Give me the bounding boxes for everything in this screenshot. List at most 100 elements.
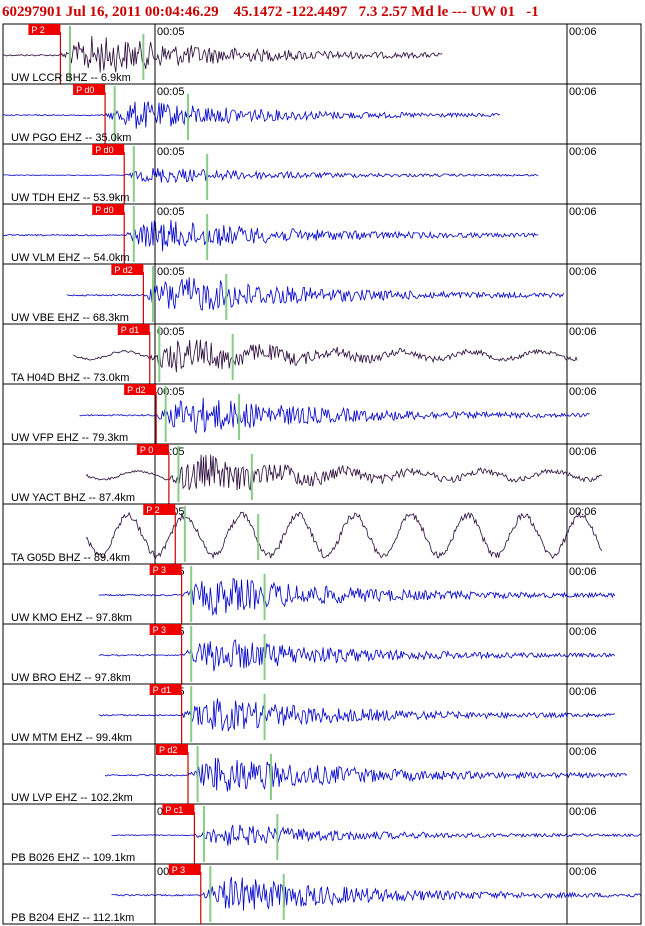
trace-panel: 00:05 00:06 P d0 UW TDH EHZ -- 53.9km [2, 143, 642, 205]
time-tick-label: 00:06 [569, 626, 597, 638]
pick-box [143, 504, 176, 515]
time-tick-label: 00:06 [569, 806, 597, 818]
pick-label: P d2 [114, 265, 132, 275]
waveform [85, 511, 603, 560]
station-label: TA H04D BHZ -- 73.0km [11, 372, 129, 384]
time-tick-label: 00:05 [157, 266, 185, 278]
station-label: UW VBE EHZ -- 68.3km [11, 312, 129, 324]
time-tick-label: 00:05 [157, 326, 185, 338]
pick-box [117, 324, 150, 335]
pick-label: P d1 [153, 685, 171, 695]
station-label: UW KMO EHZ -- 97.8km [11, 612, 132, 624]
station-label: UW MTM EHZ -- 99.4km [11, 732, 132, 744]
time-tick-label: 00:06 [569, 206, 597, 218]
time-tick-label: 00:06 [569, 566, 597, 578]
time-tick-label: 00:06 [569, 866, 597, 878]
station-label: UW LVP EHZ -- 102.2km [11, 792, 133, 804]
pick-box [156, 744, 189, 755]
pick-label: P 3 [153, 625, 166, 635]
pick-box [92, 204, 125, 215]
time-tick-label: 00:06 [569, 746, 597, 758]
pick-box [111, 264, 144, 275]
pick-box [136, 444, 169, 455]
station-label: TA G05D BHZ -- 89.4km [11, 552, 130, 564]
pick-label: P 2 [31, 25, 44, 35]
station-label: UW LCCR BHZ -- 6.9km [11, 72, 131, 84]
time-tick-label: 00:06 [569, 146, 597, 158]
trace-panel: 00:05 00:06 P 2 UW LCCR BHZ -- 6.9km [2, 23, 642, 85]
panel-frame [2, 863, 642, 925]
pick-box [28, 24, 61, 35]
time-tick-label: 00:05 [157, 26, 185, 38]
station-label: UW TDH EHZ -- 53.9km [11, 192, 129, 204]
pick-label: P 2 [146, 505, 159, 515]
waveform [98, 578, 616, 617]
waveform [111, 876, 642, 911]
pick-label: P c1 [165, 805, 183, 815]
pick-box [92, 144, 125, 155]
time-tick-label: 00:06 [569, 686, 597, 698]
time-tick-label: 00:06 [569, 26, 597, 38]
pick-box [149, 624, 182, 635]
trace-panel: 00:05 00:06 P d2 UW VBE EHZ -- 68.3km [2, 263, 642, 325]
station-label: UW YACT BHZ -- 87.4km [11, 492, 135, 504]
event-header: 60297901 Jul 16, 2011 00:04:46.29 45.147… [2, 4, 539, 20]
trace-panel: 00:05 00:06P 0UW YACT BHZ -- 87.4km [2, 443, 642, 505]
time-tick-label: 00:06 [569, 86, 597, 98]
waveform [104, 757, 628, 792]
trace-panel: 00:05 00:06 P d0 UW PGO EHZ -- 35.0km [2, 83, 642, 145]
station-label: PB B204 EHZ -- 112.1km [11, 912, 134, 924]
trace-panel: 00:05 00:06 P d0 UW VLM EHZ -- 54.0km [2, 203, 642, 265]
station-label: UW VLM EHZ -- 54.0km [11, 252, 130, 264]
station-label: PB B026 EHZ -- 109.1km [11, 852, 135, 864]
pick-box [73, 84, 106, 95]
time-tick-label: 00:06 [569, 326, 597, 338]
time-tick-label: 00:05 [157, 386, 185, 398]
pick-box [162, 804, 195, 815]
time-tick-label: 00:06 [569, 446, 597, 458]
time-tick-label: 00:06 [569, 266, 597, 278]
waveform [98, 698, 615, 732]
waveform [3, 101, 501, 129]
station-label: UW PGO EHZ -- 35.0km [11, 132, 131, 144]
station-label: UW VFP EHZ -- 79.3km [11, 432, 128, 444]
waveform [3, 219, 539, 252]
pick-label: P d1 [121, 325, 139, 335]
pick-box [149, 684, 182, 695]
waveform [111, 824, 641, 846]
pick-label: P d2 [159, 745, 177, 755]
pick-box [124, 384, 157, 395]
station-label: UW BRO EHZ -- 97.8km [11, 672, 131, 684]
waveform [79, 397, 590, 435]
waveform [2, 35, 443, 73]
trace-panel: 00:05 00:06 P d2 UW VFP EHZ -- 79.3km [2, 383, 642, 445]
time-tick-label: 00:06 [569, 386, 597, 398]
time-tick-label: 00:06 [569, 506, 597, 518]
pick-label: P 3 [172, 865, 185, 875]
pick-label: P d0 [76, 85, 94, 95]
pick-box [168, 864, 201, 875]
time-tick-label: 00:05 [157, 86, 185, 98]
waveform [66, 277, 564, 311]
pick-label: P 3 [153, 565, 166, 575]
waveform [73, 339, 578, 373]
pick-box [149, 564, 182, 575]
time-tick-label: 00:05 [157, 146, 185, 158]
waveform [98, 639, 616, 672]
trace-panel: 00:05 00:06 P d1 TA H04D BHZ -- 73.0km [2, 323, 642, 385]
pick-label: P 0 [140, 445, 153, 455]
waveform [85, 454, 603, 491]
pick-label: P d0 [95, 205, 113, 215]
pick-label: P d0 [95, 145, 113, 155]
time-tick-label: 00:05 [157, 206, 185, 218]
pick-label: P d2 [127, 385, 145, 395]
waveform [2, 168, 539, 184]
